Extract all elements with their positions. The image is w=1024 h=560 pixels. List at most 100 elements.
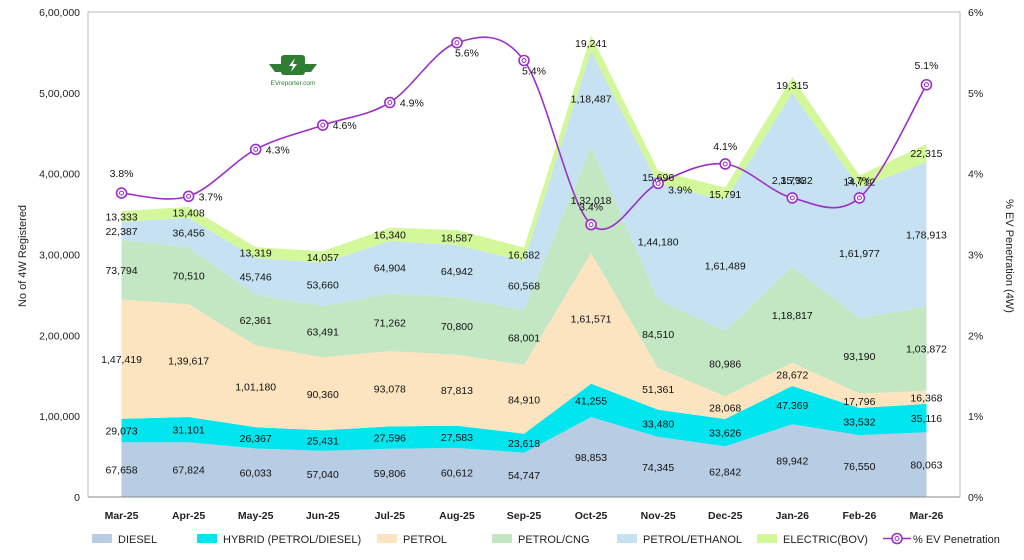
data-label: 1,61,489 bbox=[705, 261, 746, 273]
ev-penetration-marker-inner bbox=[387, 100, 393, 106]
x-tick-label: Oct-25 bbox=[575, 510, 608, 522]
ev-penetration-label: 4.3% bbox=[266, 144, 290, 156]
y2-tick-label: 3% bbox=[968, 250, 983, 262]
evreporter-logo: EVreporter.com bbox=[269, 55, 317, 87]
data-label: 62,842 bbox=[709, 467, 741, 479]
area-diesel bbox=[121, 417, 927, 497]
ev-penetration-line: 3.8% 3.7% 4.3% 4.6% 4.9% 5.6% 5.4% 3.4% 3.9% 4.1%… bbox=[110, 36, 938, 231]
y2-axis-title: % EV Penetration (4W) bbox=[1003, 199, 1015, 313]
data-label: 1,78,913 bbox=[906, 229, 947, 241]
data-label: 23,618 bbox=[508, 438, 540, 450]
data-label: 27,596 bbox=[374, 433, 406, 445]
data-label: 1,32,018 bbox=[571, 195, 612, 207]
data-label: 59,806 bbox=[374, 468, 406, 480]
data-label: 19,315 bbox=[776, 80, 808, 92]
data-label: 70,510 bbox=[173, 271, 205, 283]
ev-penetration-marker bbox=[316, 119, 329, 131]
data-label: 1,61,977 bbox=[839, 248, 880, 260]
data-label: 73,794 bbox=[105, 265, 137, 277]
legend: DIESEL HYBRID (PETROL/DIESEL) PETROL PETROL… bbox=[92, 532, 1000, 546]
data-label: 29,073 bbox=[105, 426, 137, 438]
ev-penetration-marker bbox=[115, 187, 128, 199]
legend-swatch bbox=[617, 534, 637, 543]
y-tick-label: 4,00,000 bbox=[39, 169, 80, 181]
data-label: 57,040 bbox=[307, 469, 339, 481]
ev-penetration-label: 4.6% bbox=[333, 120, 357, 132]
ev-penetration-label: 5.6% bbox=[455, 48, 479, 60]
legend-label: ELECTRIC(BOV) bbox=[783, 534, 868, 546]
ev-penetration-marker-inner bbox=[320, 122, 326, 128]
data-label: 13,333 bbox=[105, 212, 137, 224]
ev-penetration-marker-inner bbox=[588, 222, 594, 228]
ev-penetration-marker-inner bbox=[655, 180, 661, 186]
data-label: 90,360 bbox=[307, 389, 339, 401]
y2-tick-label: 1% bbox=[968, 411, 983, 423]
x-tick-label: Sep-25 bbox=[507, 510, 542, 522]
data-label: 64,904 bbox=[374, 262, 406, 274]
data-label: 51,361 bbox=[642, 384, 674, 396]
data-label: 27,583 bbox=[441, 432, 473, 444]
ev-penetration-marker-inner bbox=[521, 58, 527, 63]
data-label: 13,408 bbox=[173, 207, 205, 219]
ev-penetration-label: 4.9% bbox=[400, 98, 424, 110]
legend-label: PETROL/CNG bbox=[518, 534, 590, 546]
data-label: 1,44,180 bbox=[638, 237, 679, 249]
ev-penetration-marker bbox=[853, 192, 866, 204]
ev-penetration-marker-inner bbox=[856, 195, 862, 201]
data-label: 33,532 bbox=[843, 417, 875, 429]
data-label: 1,01,180 bbox=[235, 381, 276, 393]
x-tick-label: Dec-25 bbox=[708, 510, 743, 522]
y2-tick-label: 5% bbox=[968, 88, 983, 100]
data-label: 67,658 bbox=[105, 465, 137, 477]
data-label: 76,550 bbox=[843, 461, 875, 473]
data-label: 2,15,332 bbox=[772, 175, 813, 187]
data-label: 64,942 bbox=[441, 266, 473, 278]
y-tick-label: 5,00,000 bbox=[39, 88, 80, 100]
data-label: 1,03,872 bbox=[906, 344, 947, 356]
data-label: 41,255 bbox=[575, 395, 607, 407]
data-label: 63,491 bbox=[307, 327, 339, 339]
ev-penetration-label: 3.9% bbox=[668, 184, 692, 196]
legend-label: HYBRID (PETROL/DIESEL) bbox=[223, 534, 361, 546]
ev-penetration-label: 5.4% bbox=[522, 66, 546, 78]
ev-penetration-marker-inner bbox=[789, 195, 795, 201]
y2-tick-label: 2% bbox=[968, 330, 983, 342]
legend-swatch bbox=[377, 534, 397, 543]
ev-penetration-marker bbox=[585, 218, 597, 231]
ev-penetration-marker bbox=[920, 78, 933, 91]
y2-tick-label: 4% bbox=[968, 169, 983, 181]
data-label: 80,986 bbox=[709, 359, 741, 371]
data-label: 17,796 bbox=[843, 396, 875, 408]
data-label: 1,47,419 bbox=[101, 354, 142, 366]
legend-swatch bbox=[197, 534, 217, 543]
ev-penetration-marker bbox=[652, 177, 664, 190]
ev-penetration-marker bbox=[384, 96, 396, 109]
data-label: 68,001 bbox=[508, 333, 540, 345]
data-label: 14,712 bbox=[843, 176, 875, 188]
data-label: 80,063 bbox=[910, 460, 942, 472]
x-tick-label: Nov-25 bbox=[641, 510, 676, 522]
data-label: 1,61,571 bbox=[571, 313, 612, 325]
y-tick-label: 6,00,000 bbox=[39, 7, 80, 19]
data-label: 15,791 bbox=[709, 189, 741, 201]
data-label: 98,853 bbox=[575, 452, 607, 464]
data-label: 87,813 bbox=[441, 385, 473, 397]
bolt-icon bbox=[289, 58, 297, 72]
data-label: 22,387 bbox=[105, 226, 137, 238]
y2-tick-label: 0% bbox=[968, 492, 983, 504]
data-label: 84,910 bbox=[508, 394, 540, 406]
data-label: 62,361 bbox=[240, 315, 272, 327]
data-label: 1,18,487 bbox=[571, 94, 612, 106]
data-label: 26,367 bbox=[240, 433, 272, 445]
legend-marker-inner bbox=[894, 536, 900, 541]
legend-marker bbox=[891, 532, 903, 545]
x-tick-label: May-25 bbox=[238, 510, 274, 522]
ev-penetration-marker bbox=[786, 192, 799, 204]
data-label: 93,078 bbox=[374, 384, 406, 396]
y2-tick-label: 6% bbox=[968, 7, 983, 19]
data-labels: 67,658 67,824 60,033 57,040 59,806 60,612 54,7… bbox=[101, 38, 947, 482]
y-tick-label: 2,00,000 bbox=[39, 330, 80, 342]
area-petrol bbox=[121, 253, 927, 434]
y-tick-label: 0 bbox=[74, 492, 80, 504]
